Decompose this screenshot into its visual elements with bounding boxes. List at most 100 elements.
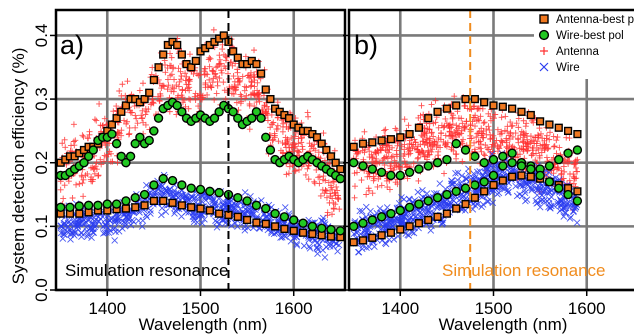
plus-marker [487, 117, 494, 124]
x-marker [546, 204, 554, 212]
x-marker [241, 189, 249, 196]
plus-marker [488, 143, 495, 150]
x-marker [321, 254, 329, 261]
plus-marker [536, 152, 543, 159]
plus-marker [269, 137, 276, 144]
plus-marker [209, 68, 216, 75]
x-marker [461, 207, 469, 214]
plus-marker [430, 133, 437, 140]
plus-marker [468, 135, 475, 142]
plus-marker [336, 206, 343, 213]
x-marker [162, 208, 170, 216]
panel-b-data [349, 93, 583, 256]
plus-marker [555, 165, 562, 172]
plus-marker [246, 126, 253, 133]
plus-marker [330, 179, 337, 186]
plus-marker [474, 130, 481, 137]
x-marker [517, 181, 524, 189]
plus-marker [380, 155, 387, 162]
plus-marker [298, 135, 305, 142]
plus-marker [283, 171, 290, 178]
x-marker [74, 223, 82, 231]
x-marker [410, 229, 418, 237]
circle-marker [270, 208, 280, 219]
circle-marker [432, 158, 443, 168]
plus-marker [437, 136, 444, 143]
plus-marker [527, 133, 534, 140]
plus-marker [373, 150, 380, 157]
plus-marker [279, 139, 286, 146]
plus-marker [313, 166, 320, 173]
plus-marker [522, 123, 529, 130]
square-marker [187, 203, 196, 212]
square-marker [470, 193, 479, 202]
x-tick-label: 1500 [475, 299, 513, 318]
plus-marker [286, 163, 293, 170]
x-marker [500, 169, 507, 177]
square-marker [331, 158, 340, 167]
square-marker [489, 101, 498, 110]
plus-marker [230, 90, 237, 97]
plus-marker [316, 180, 323, 187]
x-marker [543, 197, 551, 205]
x-marker [458, 172, 466, 180]
plus-marker [490, 115, 497, 122]
plus-marker [517, 151, 524, 158]
plus-marker [401, 158, 408, 165]
x-marker [534, 185, 542, 193]
plus-marker [185, 105, 192, 112]
plus-marker [369, 190, 376, 197]
plus-marker [213, 64, 220, 71]
plus-marker [206, 54, 213, 61]
x-marker [534, 186, 542, 194]
plus-marker [427, 137, 434, 144]
x-marker [532, 185, 540, 193]
circle-marker [209, 113, 220, 123]
plus-marker [550, 133, 557, 140]
square-marker [140, 94, 149, 104]
plus-marker [377, 146, 384, 153]
plus-marker [494, 126, 501, 133]
x-marker [394, 233, 402, 240]
square-marker [326, 152, 336, 161]
x-marker [138, 223, 146, 230]
square-marker [554, 123, 563, 132]
plus-marker [459, 120, 466, 127]
square-marker [280, 224, 289, 234]
plus-marker [79, 180, 86, 187]
plus-marker [382, 126, 389, 133]
x-marker [78, 229, 85, 236]
circle-marker [256, 113, 266, 123]
plus-marker [285, 125, 292, 132]
plus-marker [503, 137, 510, 144]
legend-square-swatch [539, 14, 549, 24]
x-marker [573, 219, 581, 226]
x-tick-label: 1500 [182, 299, 220, 318]
plus-marker [532, 157, 539, 164]
plus-marker [427, 143, 434, 150]
circle-marker [404, 167, 415, 177]
plus-marker [475, 130, 482, 137]
square-marker [452, 101, 461, 110]
x-marker [91, 217, 99, 225]
plus-marker [138, 112, 145, 119]
plus-marker [237, 100, 244, 107]
x-marker [436, 180, 444, 187]
plus-marker [283, 144, 290, 151]
plus-marker [492, 111, 499, 118]
plus-marker [295, 140, 302, 147]
circle-marker [326, 224, 336, 235]
plus-marker [421, 128, 428, 135]
plus-marker [262, 109, 269, 116]
x-marker [522, 197, 529, 205]
square-marker [131, 203, 140, 212]
x-marker [398, 217, 406, 224]
x-marker [232, 219, 239, 227]
plus-marker [264, 110, 271, 117]
plus-marker [256, 89, 263, 96]
plus-marker [566, 135, 573, 142]
legend-background [534, 9, 634, 79]
legend-label: Wire-best pol [556, 30, 624, 42]
x-marker [198, 219, 206, 227]
circle-marker [367, 215, 378, 225]
